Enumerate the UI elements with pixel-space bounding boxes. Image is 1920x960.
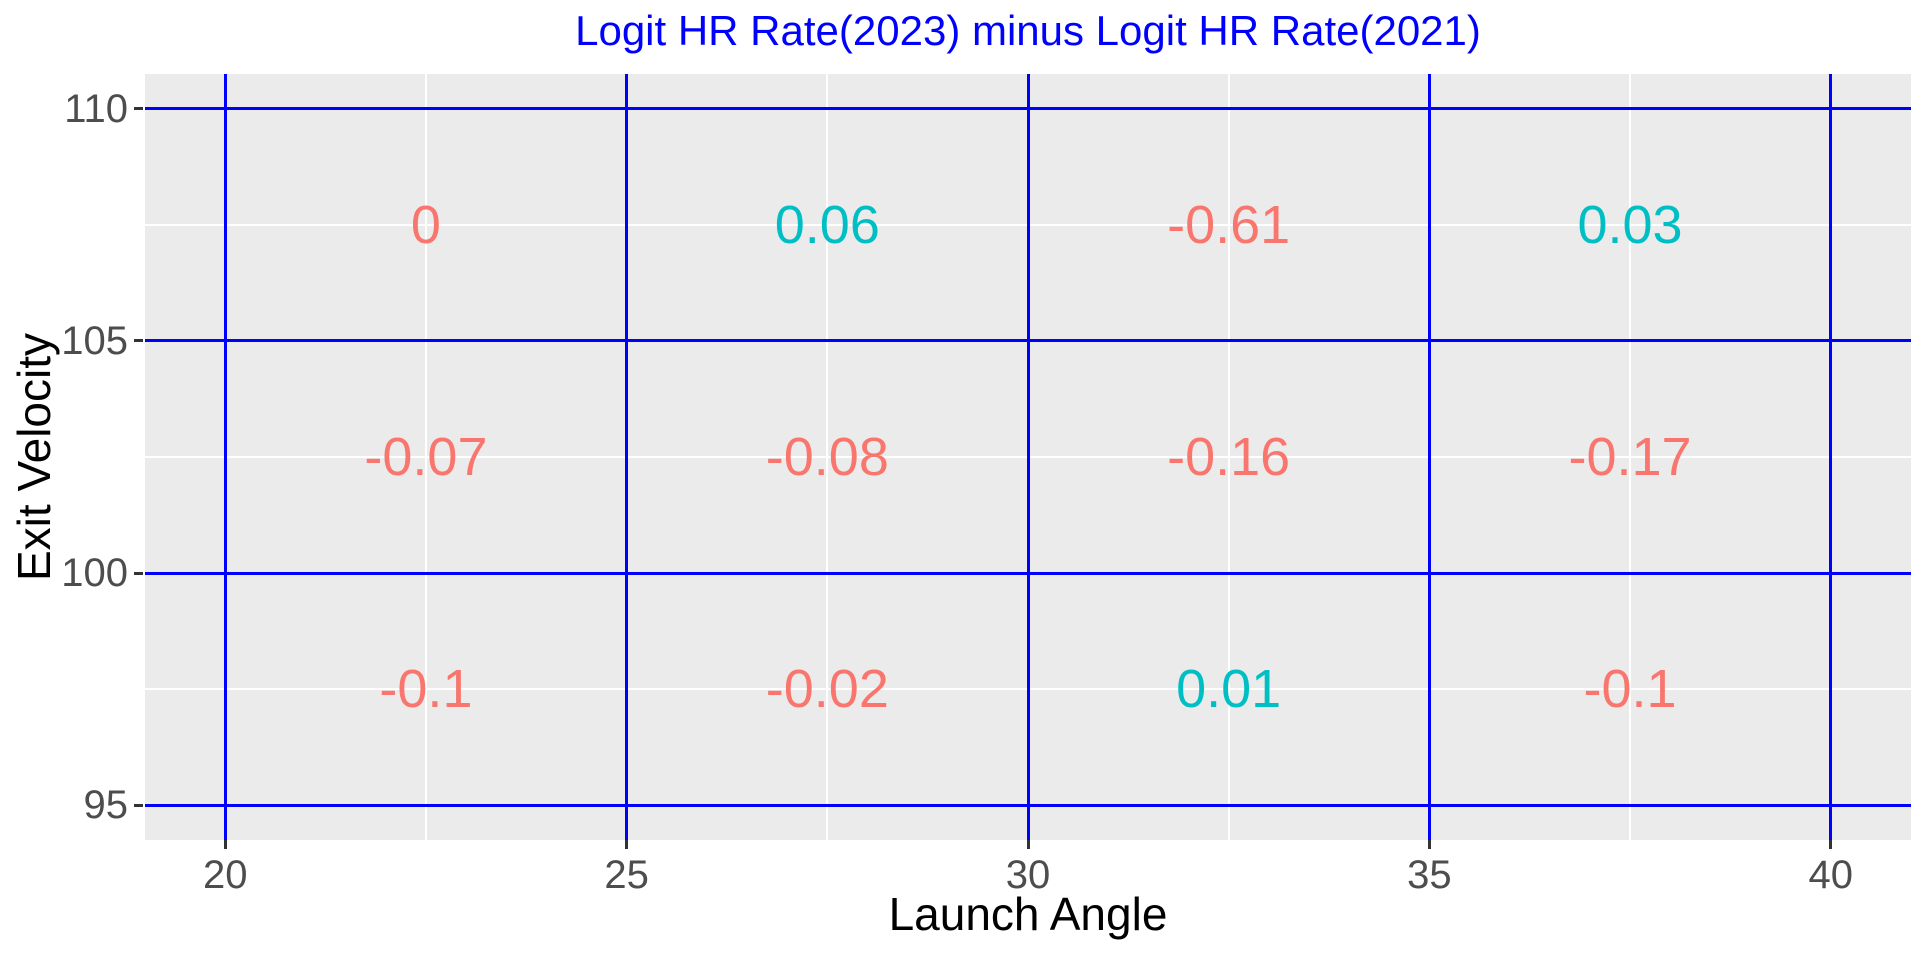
cell-value: 0.03 xyxy=(1577,194,1683,255)
plot-panel: 0 0.06 -0.61 0.03 -0.07 -0.08 -0.16 -0.17 -0.1 -0… xyxy=(145,74,1911,840)
chart-title: Logit HR Rate(2023) minus Logit HR Rate(… xyxy=(575,7,1481,54)
cell-value: -0.16 xyxy=(1167,427,1291,487)
y-tick-label: 95 xyxy=(83,783,129,828)
y-axis-title: Exit Velocity xyxy=(8,333,60,581)
cell-value: -0.07 xyxy=(364,427,488,487)
x-tick-mark xyxy=(1427,840,1431,849)
y-tick-label: 105 xyxy=(61,318,128,363)
y-gridline-major xyxy=(145,571,1911,575)
cell-value: 0 xyxy=(410,194,441,255)
cell-value: -0.1 xyxy=(1583,659,1677,720)
cell-value: 0.06 xyxy=(774,194,880,255)
y-tick-label: 100 xyxy=(61,551,128,596)
x-tick-label: 30 xyxy=(1005,853,1051,897)
x-tick-label: 40 xyxy=(1808,853,1853,897)
cell-value: -0.1 xyxy=(379,659,473,720)
y-tick-mark xyxy=(134,803,143,807)
y-gridline-major xyxy=(145,107,1911,111)
x-tick-label: 20 xyxy=(203,853,248,897)
x-tick-mark xyxy=(1026,840,1030,849)
x-gridline-major xyxy=(1829,74,1833,840)
x-tick-mark xyxy=(223,840,227,849)
y-gridline-major xyxy=(145,803,1911,807)
x-axis-title: Launch Angle xyxy=(888,888,1168,940)
x-gridline-major xyxy=(1427,74,1431,840)
y-tick-mark xyxy=(134,107,143,111)
y-tick-mark xyxy=(134,571,143,575)
cell-value: -0.08 xyxy=(765,427,889,487)
y-tick-mark xyxy=(134,339,143,343)
cell-value: -0.02 xyxy=(765,659,889,720)
y-gridline-major xyxy=(145,339,1911,343)
cell-value: 0.01 xyxy=(1176,659,1282,720)
x-tick-label: 35 xyxy=(1407,853,1452,897)
y-tick-label: 110 xyxy=(64,86,128,131)
x-gridline-major xyxy=(1026,74,1030,840)
cell-value: -0.17 xyxy=(1568,427,1692,487)
x-tick-label: 25 xyxy=(604,853,649,897)
x-gridline-major xyxy=(223,74,227,840)
x-gridline-major xyxy=(625,74,629,840)
x-tick-mark xyxy=(625,840,629,849)
cell-value: -0.61 xyxy=(1167,194,1291,255)
x-tick-mark xyxy=(1829,840,1833,849)
